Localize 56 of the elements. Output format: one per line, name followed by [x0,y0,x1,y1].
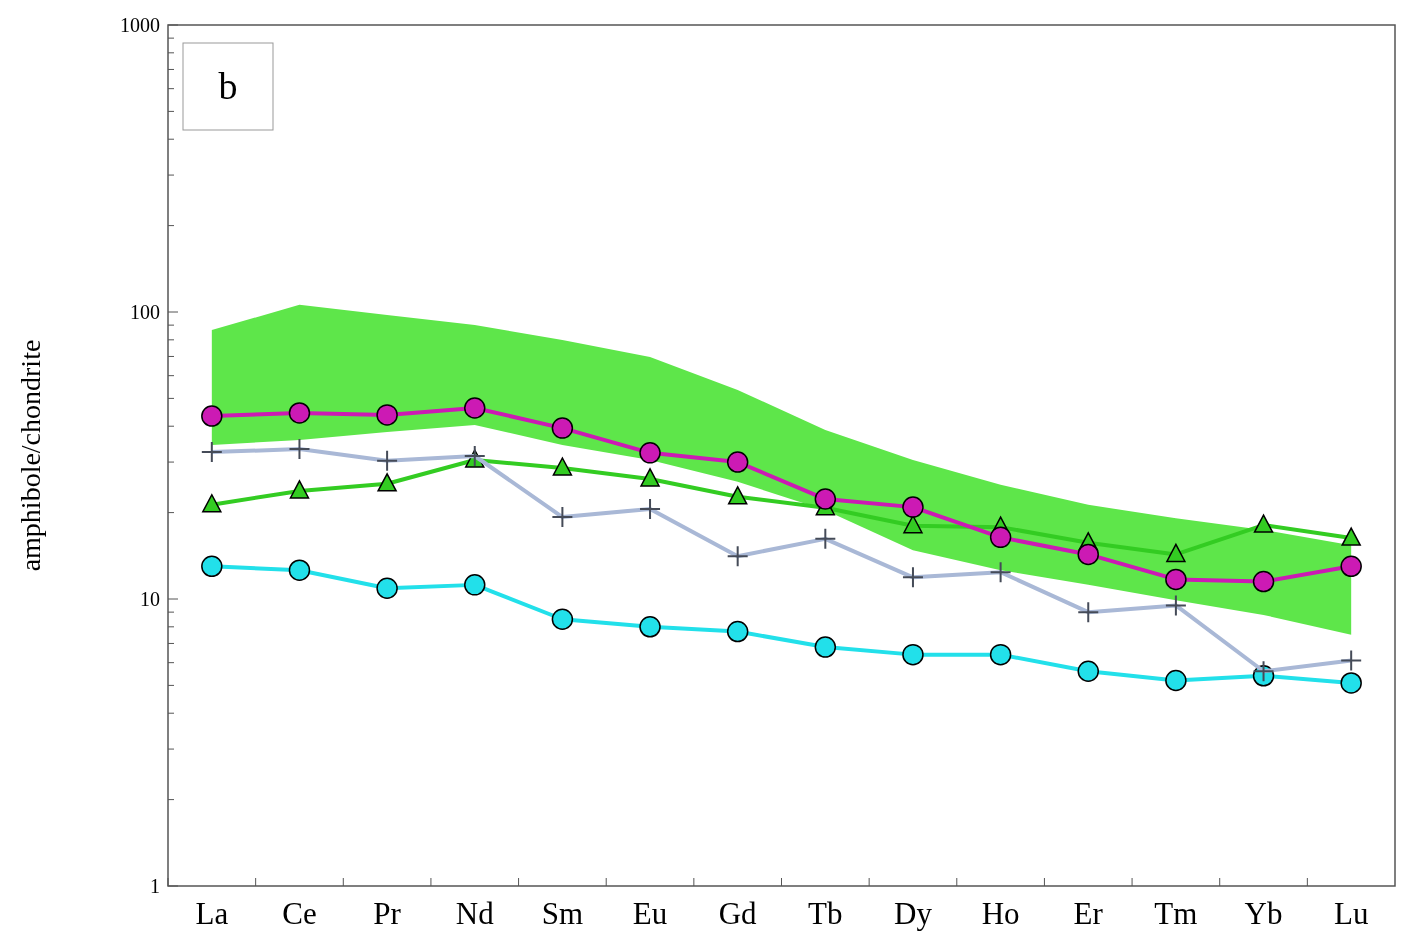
point [289,480,310,499]
point [1165,568,1187,591]
y-tick-label: 1 [150,875,160,897]
point [202,494,222,513]
point [551,417,574,439]
point [726,451,749,473]
point [1340,555,1362,578]
point [201,405,223,427]
x-tick-label: Tm [1154,896,1198,931]
point [464,574,486,596]
x-tick-label: Pr [373,896,402,931]
point [639,442,661,464]
point [989,643,1012,666]
y-tick-label: 100 [130,301,160,323]
x-tick-label: Eu [632,896,668,931]
point [814,636,837,658]
x-tick-label: La [195,896,229,931]
y-axis-title: amphibole/chondrite [15,339,46,572]
point [552,457,573,476]
x-tick-label: Lu [1333,896,1369,931]
point [727,486,748,505]
point [377,473,397,492]
point [1165,669,1187,692]
point [1252,570,1275,593]
y-tick-label: 1000 [120,14,160,36]
point [726,620,749,643]
annotation: b [218,65,238,108]
point [989,526,1012,549]
point [1341,527,1361,546]
x-tick-label: Yb [1244,896,1283,931]
x-tick-label: Er [1073,896,1104,931]
point [639,616,661,638]
point [288,559,311,581]
point [376,404,398,426]
x-tick-label: Gd [718,896,758,931]
point [1077,543,1099,566]
x-tick-label: Nd [455,896,495,931]
x-tick-label: Ho [981,896,1020,931]
point [902,496,924,518]
point [464,397,486,419]
point [1340,672,1362,694]
x-tick-label: Ce [282,896,317,931]
y-tick-label: 10 [140,588,160,610]
point [551,608,574,631]
point [1077,660,1099,683]
point [1253,514,1274,533]
point [1166,543,1186,563]
point [288,402,311,424]
point [640,468,660,487]
x-tick-label: Sm [541,896,584,931]
point [902,643,924,666]
point [376,577,398,600]
point [201,555,223,578]
x-tick-label: Tb [808,896,843,931]
point [814,488,837,510]
x-tick-label: Dy [894,896,933,931]
